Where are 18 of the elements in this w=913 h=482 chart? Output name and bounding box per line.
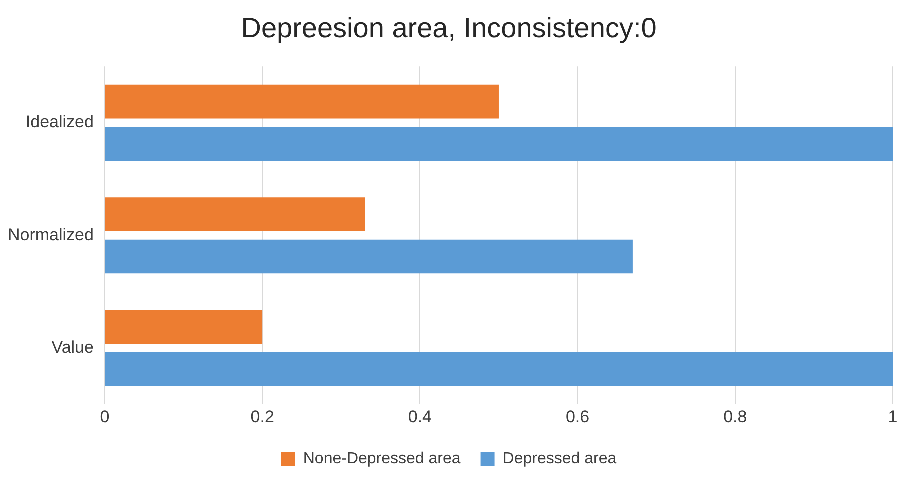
x-tick-label: 0.8 <box>724 407 748 426</box>
bar <box>105 198 366 232</box>
bar <box>105 240 633 274</box>
x-tick-label: 0.2 <box>250 407 274 426</box>
bar <box>105 352 893 386</box>
x-tick-label: 0.4 <box>408 407 432 426</box>
bar <box>105 127 893 161</box>
x-tick-label: 1 <box>888 407 898 426</box>
legend-label: None-Depressed area <box>303 450 461 468</box>
y-tick-label: Normalized <box>8 225 94 244</box>
chart-title: Depreesion area, Inconsistency:0 <box>241 12 657 44</box>
bar <box>105 310 263 344</box>
y-tick-label: Value <box>52 338 94 357</box>
legend-label: Depressed area <box>502 450 617 468</box>
y-tick-label: Idealized <box>26 112 94 132</box>
x-tick-label: 0.6 <box>566 407 590 426</box>
x-tick-label: 0 <box>100 407 110 426</box>
bar <box>105 84 499 119</box>
